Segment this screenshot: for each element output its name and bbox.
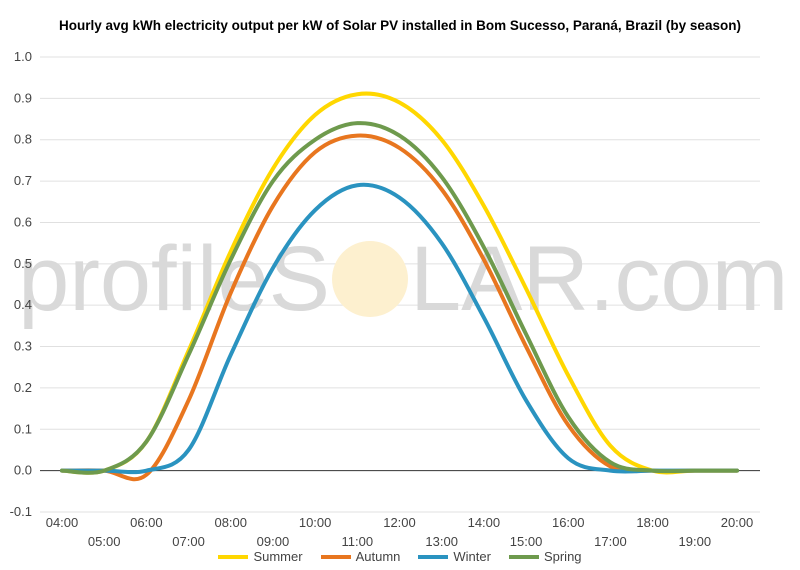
- series-lines: [60, 91, 739, 482]
- gridlines: [40, 56, 760, 513]
- legend-label: Spring: [543, 549, 582, 564]
- x-tick-label: 06:00: [130, 515, 163, 530]
- x-tick-label: 09:00: [257, 534, 290, 549]
- x-tick-label: 11:00: [342, 534, 374, 549]
- watermark: profileS LAR.com: [18, 228, 788, 330]
- y-tick-label: 0.1: [14, 421, 32, 436]
- y-tick-label: 0.7: [14, 173, 32, 188]
- x-tick-label: 20:00: [721, 515, 754, 530]
- y-tick-label: 0.9: [14, 90, 32, 105]
- x-tick-label: 19:00: [679, 534, 712, 549]
- legend-item-autumn[interactable]: Autumn: [320, 549, 401, 564]
- y-tick-label: 0.8: [14, 132, 32, 147]
- legend-swatch: [218, 554, 249, 559]
- x-tick-label: 18:00: [636, 515, 669, 530]
- watermark-text-right: LAR.com: [410, 228, 788, 330]
- y-tick-label: 0.4: [14, 297, 32, 312]
- series-line-winter: [60, 182, 739, 475]
- legend: Summer Autumn Winter Spring: [0, 549, 800, 564]
- x-tick-label: 16:00: [552, 515, 585, 530]
- y-tick-label: 0.3: [14, 339, 32, 354]
- x-tick-label: 10:00: [299, 515, 332, 530]
- chart-title: Hourly avg kWh electricity output per kW…: [59, 18, 741, 33]
- y-tick-label: 0.2: [14, 380, 32, 395]
- series-line-spring: [60, 121, 739, 475]
- y-tick-label: 0.5: [14, 256, 32, 271]
- y-tick-label: 0.0: [14, 463, 32, 478]
- x-tick-label: 07:00: [172, 534, 205, 549]
- legend-item-summer[interactable]: Summer: [218, 549, 303, 564]
- x-tick-label: 14:00: [468, 515, 501, 530]
- series-line-autumn: [60, 133, 739, 482]
- y-tick-label: 1.0: [14, 49, 32, 64]
- legend-swatch: [508, 554, 539, 559]
- x-tick-label: 13:00: [425, 534, 458, 549]
- x-tick-label: 15:00: [510, 534, 543, 549]
- watermark-sun-icon: [332, 241, 408, 317]
- x-tick-label: 08:00: [214, 515, 247, 530]
- x-tick-label: 05:00: [88, 534, 121, 549]
- watermark-text-left: profileS: [18, 228, 330, 330]
- x-tick-label: 17:00: [594, 534, 627, 549]
- legend-label: Autumn: [355, 549, 401, 564]
- x-tick-label: 12:00: [383, 515, 416, 530]
- y-tick-label: -0.1: [10, 504, 32, 519]
- legend-item-winter[interactable]: Winter: [418, 549, 491, 564]
- axis-labels: -0.1 0.0 0.1 0.2 0.3 0.4 0.5 0.6 0.7 0.8 0.9 1.0 04:…: [10, 49, 754, 549]
- legend-swatch: [320, 554, 351, 559]
- legend-item-spring[interactable]: Spring: [508, 549, 582, 564]
- legend-label: Summer: [253, 549, 303, 564]
- legend-swatch: [418, 554, 449, 559]
- legend-label: Winter: [453, 549, 491, 564]
- x-tick-label: 04:00: [46, 515, 79, 530]
- y-tick-label: 0.6: [14, 214, 32, 229]
